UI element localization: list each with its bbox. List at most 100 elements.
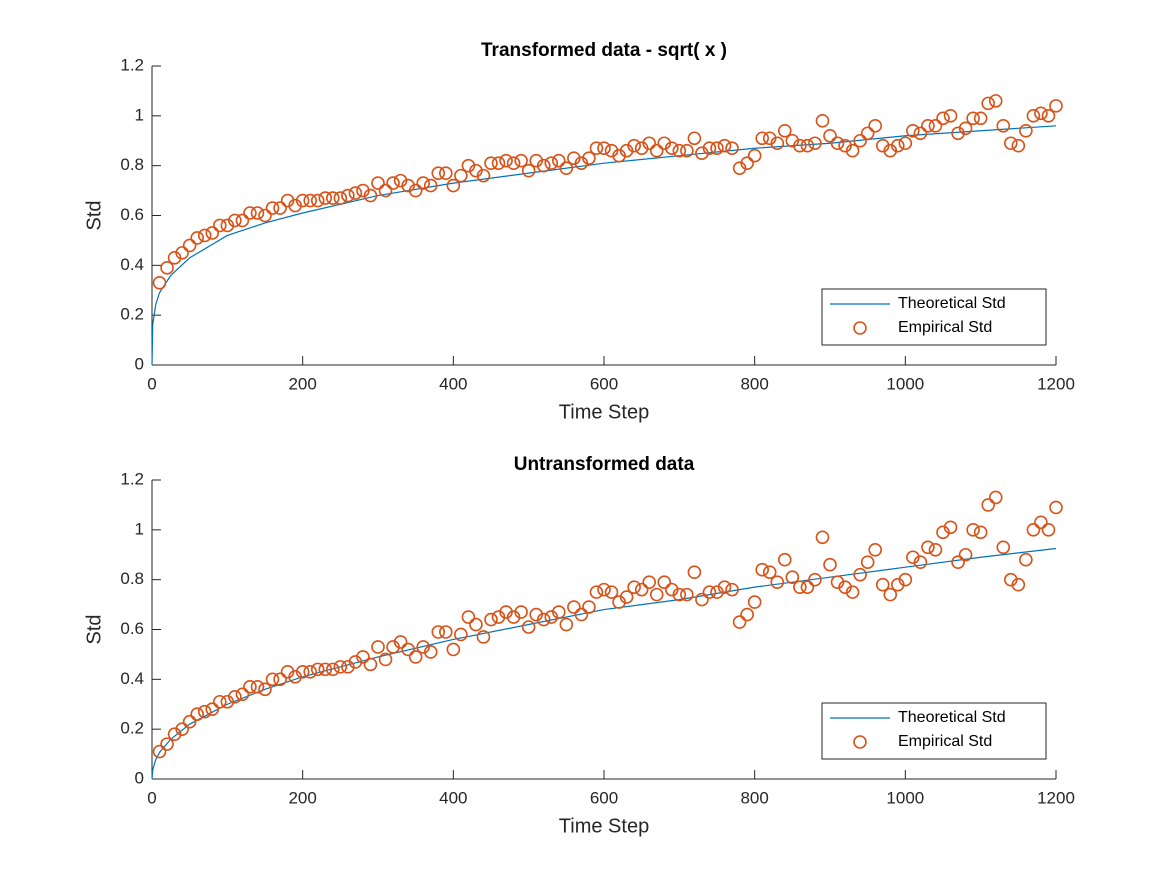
x-tick-label: 0	[147, 374, 156, 393]
empirical-point	[619, 590, 634, 604]
empirical-point	[951, 126, 965, 141]
empirical-point	[936, 525, 950, 540]
empirical-point	[612, 595, 626, 609]
empirical-point	[469, 617, 483, 632]
empirical-point	[499, 605, 513, 619]
empirical-point	[476, 630, 491, 644]
empirical-point	[800, 138, 815, 153]
empirical-point	[762, 565, 777, 579]
empirical-point	[559, 617, 574, 632]
empirical-point	[906, 123, 920, 138]
empirical-point	[182, 238, 197, 253]
y-tick-label: 0	[135, 768, 144, 787]
empirical-point	[890, 577, 905, 592]
empirical-point	[152, 744, 167, 759]
x-tick-label: 200	[288, 788, 316, 807]
empirical-point	[371, 640, 385, 654]
empirical-point	[310, 662, 325, 677]
empirical-point	[1041, 523, 1056, 537]
empirical-point	[423, 178, 438, 193]
empirical-point	[1041, 109, 1056, 123]
x-tick-label: 1000	[886, 788, 924, 807]
empirical-point	[943, 109, 958, 123]
empirical-point	[190, 707, 204, 722]
empirical-point	[454, 168, 468, 183]
empirical-point	[213, 694, 227, 709]
empirical-point	[1026, 109, 1041, 123]
empirical-point	[845, 143, 860, 158]
empirical-point	[725, 141, 739, 156]
empirical-point	[521, 620, 536, 634]
empirical-point	[702, 585, 717, 599]
empirical-point	[612, 148, 626, 163]
empirical-point	[190, 231, 204, 245]
empirical-point	[371, 176, 385, 190]
empirical-point	[680, 143, 694, 158]
empirical-point	[416, 176, 431, 190]
empirical-point	[567, 600, 581, 614]
y-tick-label: 0.8	[120, 155, 144, 174]
empirical-point	[604, 585, 619, 599]
empirical-point	[838, 138, 852, 153]
empirical-point	[574, 607, 589, 622]
legend-label: Empirical Std	[898, 733, 992, 750]
empirical-point	[785, 570, 800, 584]
empirical-point	[981, 498, 996, 512]
empirical-point	[1019, 123, 1033, 138]
empirical-point	[551, 153, 566, 168]
empirical-point	[567, 151, 581, 165]
empirical-point	[303, 665, 318, 679]
empirical-point	[386, 640, 400, 654]
empirical-point	[1049, 500, 1063, 515]
empirical-point	[966, 523, 980, 537]
empirical-point	[1034, 106, 1048, 121]
empirical-point	[672, 587, 687, 602]
empirical-point	[755, 562, 770, 577]
empirical-point	[853, 567, 867, 582]
chart-title: Transformed data - sqrt( x )	[481, 40, 727, 61]
empirical-point	[921, 540, 935, 555]
x-tick-label: 200	[288, 374, 316, 393]
empirical-point	[356, 183, 370, 198]
y-tick-label: 0.4	[120, 669, 144, 688]
empirical-point	[800, 580, 815, 594]
empirical-point	[476, 168, 491, 183]
empirical-point	[770, 136, 785, 151]
empirical-point	[446, 178, 461, 193]
empirical-point	[755, 131, 770, 146]
empirical-point	[265, 201, 280, 215]
x-tick-label: 400	[439, 788, 467, 807]
empirical-point	[220, 694, 235, 709]
empirical-point	[710, 585, 724, 599]
empirical-point	[943, 520, 958, 535]
empirical-point	[604, 143, 619, 158]
empirical-point	[582, 151, 596, 165]
empirical-point	[815, 530, 830, 545]
empirical-point	[378, 652, 393, 667]
empirical-point	[446, 642, 461, 657]
x-tick-label: 1200	[1037, 788, 1075, 807]
y-tick-label: 0.6	[120, 205, 144, 224]
empirical-point	[589, 585, 604, 599]
x-tick-label: 600	[590, 374, 618, 393]
empirical-point	[559, 161, 574, 175]
empirical-point	[356, 650, 370, 664]
empirical-point	[295, 665, 310, 679]
empirical-point	[514, 605, 528, 619]
empirical-point	[770, 575, 785, 589]
empirical-point	[642, 575, 657, 589]
empirical-point	[860, 126, 875, 141]
empirical-point	[160, 737, 174, 751]
empirical-point	[167, 727, 182, 741]
empirical-point	[401, 178, 415, 193]
empirical-point	[860, 555, 875, 570]
empirical-point	[205, 226, 220, 240]
empirical-point	[213, 218, 227, 233]
empirical-point	[469, 163, 483, 178]
theoretical-line	[151, 547, 1057, 780]
empirical-point	[702, 141, 717, 156]
empirical-point	[431, 166, 446, 180]
empirical-point	[167, 251, 182, 265]
empirical-point	[740, 156, 754, 170]
empirical-point	[762, 131, 777, 146]
